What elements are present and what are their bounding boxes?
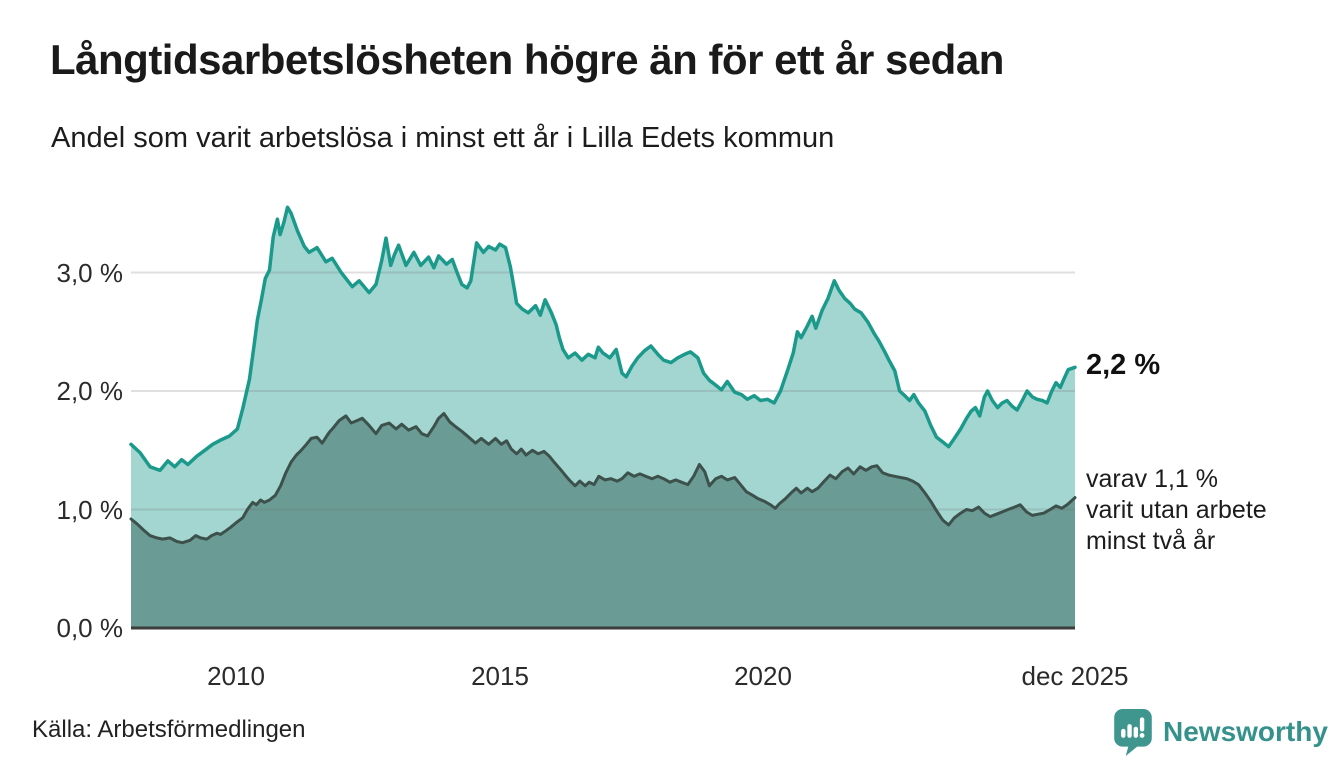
brand-name: Newsworthy [1163,716,1328,747]
bar-2 [1127,724,1132,738]
page-subtitle: Andel som varit arbetslösa i minst ett å… [51,122,835,154]
subseries-annotation-line: minst två år [1086,527,1216,555]
subseries-annotation-line: varav 1,1 % [1086,465,1219,493]
y-axis-tick-label: 0,0 % [56,613,124,643]
bar-1 [1121,728,1126,738]
subseries-annotation-line: varit utan arbete [1086,496,1267,524]
y-axis-tick-label: 2,0 % [56,376,124,406]
area-unemployed-two-years [131,413,1075,628]
exclamation-bar [1139,717,1145,732]
y-axis-tick-label: 1,0 % [56,494,124,525]
line-unemployed-one-year [129,205,1077,473]
y-axis-tick-label: 3,0 % [56,257,124,288]
x-axis-tick-label: 2010 [207,661,265,691]
exclamation-dot [1139,733,1145,738]
page-title: Långtidsarbetslösheten högre än för ett … [50,36,1004,83]
brand-logo: Newsworthy [1112,708,1328,756]
gridlines [131,271,1075,511]
newsworthy-logo-icon [1114,709,1152,756]
latest-value-label: 2,2 % [1086,349,1161,381]
bar-3 [1133,726,1139,738]
source-note: Källa: Arbetsförmedlingen [32,716,306,743]
x-axis-tick-label: 2020 [734,661,792,691]
line-unemployed-two-years [129,412,1077,545]
x-axis-tick-label: dec 2025 [1021,661,1129,691]
speech-bubble-shape [1114,709,1152,756]
x-axis-tick-label: 2015 [471,661,529,691]
subseries-annotation: varav 1,1 % varit utan arbete minst två … [1086,464,1267,557]
